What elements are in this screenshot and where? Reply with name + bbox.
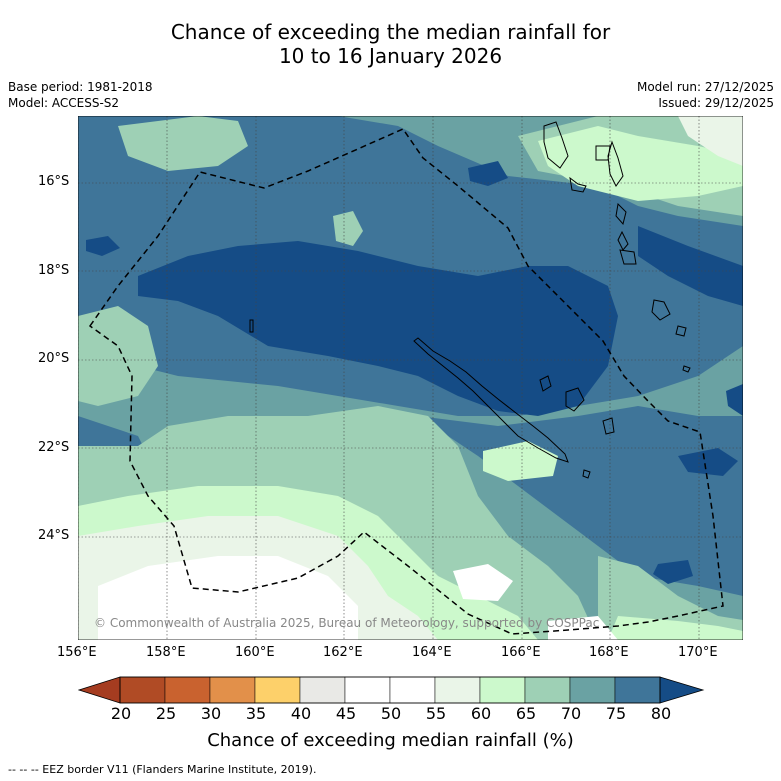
lon-label-156e: 156°E <box>57 645 97 660</box>
region-60-65-center <box>483 441 558 481</box>
region-45-55-southcentral <box>453 564 513 601</box>
region-gt75-west <box>86 236 120 256</box>
colorbar-cell <box>389 676 436 704</box>
region-45-55-southeast <box>548 616 618 640</box>
region-55-60-northeast <box>678 116 743 166</box>
region-gt75-southeast <box>653 560 693 584</box>
colorbar-tick-25: 25 <box>155 704 177 723</box>
lon-label-168e: 168°E <box>589 645 629 660</box>
walpole-island <box>582 469 591 479</box>
lat-label-20s: 20°S <box>38 351 70 366</box>
colorbar-cell <box>434 676 481 704</box>
region-45-55-south <box>98 556 358 640</box>
region-65-70-north <box>118 116 248 171</box>
colorbar-tick-30: 30 <box>200 704 222 723</box>
colorbar-high-arrow <box>659 676 705 704</box>
colorbar-tick-65: 65 <box>515 704 537 723</box>
lon-label-164e: 164°E <box>412 645 452 660</box>
map-title-line1: Chance of exceeding the median rainfall … <box>170 20 611 44</box>
colorbar-cell <box>119 676 166 704</box>
colorbar-tick-45: 45 <box>335 704 357 723</box>
colorbar-frame <box>119 676 661 704</box>
map-title-line2: 10 to 16 January 2026 <box>278 44 503 68</box>
colorbar-cell <box>479 676 526 704</box>
colorbar-tick-80: 80 <box>650 704 672 723</box>
lat-label-22s: 22°S <box>38 440 70 455</box>
colorbar-tick-60: 60 <box>470 704 492 723</box>
colorbar <box>78 676 705 704</box>
lon-label-170e: 170°E <box>678 645 718 660</box>
colorbar-cell <box>524 676 571 704</box>
lon-label-162e: 162°E <box>323 645 363 660</box>
colorbar-tick-55: 55 <box>425 704 447 723</box>
copyright-text: © Commonwealth of Australia 2025, Bureau… <box>94 616 599 630</box>
eez-border <box>88 128 724 635</box>
colorbar-cells <box>119 676 661 704</box>
rainfall-map[interactable]: © Commonwealth of Australia 2025, Bureau… <box>78 116 743 640</box>
coastlines <box>249 121 691 479</box>
loyalty-islands <box>539 375 615 435</box>
colorbar-cell <box>569 676 616 704</box>
region-60-65-northeast <box>538 126 743 201</box>
region-gt75-east-edge <box>726 384 743 416</box>
region-gt75-east <box>678 448 738 476</box>
eez-legend: -- -- -- EEZ border V11 (Flanders Marine… <box>8 763 317 776</box>
colorbar-tick-20: 20 <box>110 704 132 723</box>
region-gt75-northeast <box>638 226 743 306</box>
vanuatu-coastline <box>543 121 691 373</box>
colorbar-tick-40: 40 <box>290 704 312 723</box>
colorbar-cell <box>299 676 346 704</box>
region-gt75-north <box>468 161 508 186</box>
colorbar-title: Chance of exceeding median rainfall (%) <box>207 730 574 751</box>
colorbar-cell <box>164 676 211 704</box>
colorbar-cell <box>209 676 256 704</box>
lon-label-160e: 160°E <box>235 645 275 660</box>
region-gt75-central <box>138 241 618 416</box>
lon-label-166e: 166°E <box>501 645 541 660</box>
lat-label-24s: 24°S <box>38 528 70 543</box>
chesterfield-islets <box>249 319 254 333</box>
colorbar-cell <box>254 676 301 704</box>
model-name: Model: ACCESS-S2 <box>8 96 120 110</box>
colorbar-cell <box>614 676 661 704</box>
colorbar-low-arrow <box>78 676 121 704</box>
graticule <box>78 116 743 640</box>
region-65-70-islet-north <box>333 211 363 246</box>
lat-label-16s: 16°S <box>38 174 70 189</box>
region-60-65-southeast <box>608 616 743 640</box>
colorbar-tick-35: 35 <box>245 704 267 723</box>
colorbar-tick-70: 70 <box>560 704 582 723</box>
colorbar-tick-75: 75 <box>605 704 627 723</box>
lat-label-18s: 18°S <box>38 263 70 278</box>
model-run: Model run: 27/12/2025 <box>636 80 774 94</box>
base-period: Base period: 1981-2018 <box>8 80 153 94</box>
lon-label-158e: 158°E <box>146 645 186 660</box>
new-caledonia-coastline <box>413 337 569 463</box>
colorbar-cell <box>344 676 391 704</box>
issued-date: Issued: 29/12/2025 <box>658 96 774 110</box>
colorbar-tick-50: 50 <box>380 704 402 723</box>
